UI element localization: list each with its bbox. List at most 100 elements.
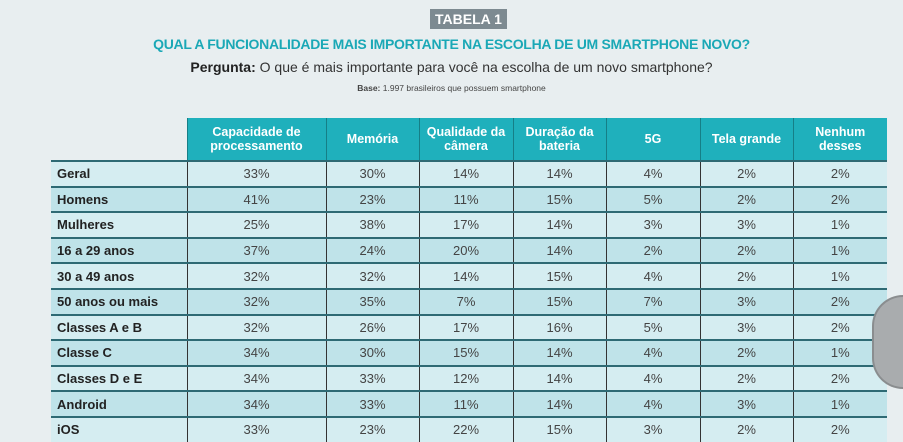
table-cell: 1%	[792, 390, 887, 417]
table-row: Classes A e B 32% 26% 17% 16% 5% 3% 2%	[51, 313, 887, 341]
table-cell: 3%	[699, 287, 793, 315]
table-cell: 2%	[699, 339, 793, 366]
table-cell: 2%	[792, 185, 887, 213]
table-cell: 24%	[325, 236, 419, 264]
table-cell: 14%	[512, 390, 606, 417]
table-cell: 14%	[512, 211, 606, 238]
question-label: Pergunta:	[190, 59, 256, 75]
table-cell: 15%	[512, 185, 606, 213]
base-note: Base: 1.997 brasileiros que possuem smar…	[0, 83, 903, 93]
table-cell: 2%	[792, 287, 887, 315]
row-label: 50 anos ou mais	[51, 287, 187, 315]
table-cell: 2%	[792, 415, 887, 442]
table-cell: 1%	[792, 262, 887, 289]
table-cell: 15%	[418, 339, 513, 366]
table-cell: 16%	[512, 313, 606, 341]
table-cell: 14%	[512, 339, 606, 366]
table-cell: 32%	[186, 313, 326, 341]
question: Pergunta: O que é mais importante para v…	[0, 59, 903, 75]
table-cell: 14%	[512, 236, 606, 264]
base-text: 1.997 brasileiros que possuem smartphone	[380, 83, 546, 93]
table-cell: 14%	[512, 160, 606, 187]
row-label: Classes A e B	[51, 313, 187, 341]
table-cell: 4%	[605, 262, 700, 289]
table-cell: 30%	[325, 339, 419, 366]
table-cell: 2%	[792, 364, 887, 392]
table-cell: 35%	[325, 287, 419, 315]
table-row: Classe C 34% 30% 15% 14% 4% 2% 1%	[51, 339, 887, 366]
table-cell: 30%	[325, 160, 419, 187]
table-cell: 15%	[512, 415, 606, 442]
table-cell: 23%	[325, 185, 419, 213]
row-label: Homens	[51, 185, 187, 213]
table-cell: 4%	[605, 390, 700, 417]
table-cell: 2%	[699, 364, 793, 392]
table-cell: 33%	[186, 160, 326, 187]
results-table: Capacidade de processamento Memória Qualid…	[51, 118, 887, 442]
row-label: iOS	[51, 415, 187, 442]
table-row: Homens 41% 23% 11% 15% 5% 2% 2%	[51, 185, 887, 213]
table-cell: 32%	[186, 287, 326, 315]
table-cell: 3%	[699, 390, 793, 417]
table-cell: 14%	[512, 364, 606, 392]
table-cell: 3%	[699, 313, 793, 341]
table-cell: 2%	[699, 236, 793, 264]
table-cell: 12%	[418, 364, 513, 392]
table-cell: 25%	[186, 211, 326, 238]
table-cell: 38%	[325, 211, 419, 238]
column-header: Tela grande	[699, 118, 793, 161]
table-cell: 17%	[418, 313, 513, 341]
table-row: Android 34% 33% 11% 14% 4% 3% 1%	[51, 390, 887, 417]
row-label: Android	[51, 390, 187, 417]
row-label: Mulheres	[51, 211, 187, 238]
table-cell: 26%	[325, 313, 419, 341]
header-blank	[51, 118, 187, 161]
column-header: Duração da bateria	[512, 118, 606, 161]
table-row: 16 a 29 anos 37% 24% 20% 14% 2% 2% 1%	[51, 236, 887, 264]
table-cell: 11%	[418, 390, 513, 417]
table-cell: 4%	[605, 339, 700, 366]
table-row: Geral 33% 30% 14% 14% 4% 2% 2%	[51, 160, 887, 187]
table-cell: 22%	[418, 415, 513, 442]
table-cell: 15%	[512, 287, 606, 315]
table-cell: 17%	[418, 211, 513, 238]
table-row: iOS 33% 23% 22% 15% 3% 2% 2%	[51, 415, 887, 442]
row-label: Classes D e E	[51, 364, 187, 392]
table-cell: 33%	[186, 415, 326, 442]
row-label: Geral	[51, 160, 187, 187]
table-row: Classes D e E 34% 33% 12% 14% 4% 2% 2%	[51, 364, 887, 392]
table-cell: 20%	[418, 236, 513, 264]
table-cell: 23%	[325, 415, 419, 442]
column-header: Qualidade da câmera	[418, 118, 513, 161]
table-cell: 15%	[512, 262, 606, 289]
table-cell: 32%	[325, 262, 419, 289]
table-cell: 34%	[186, 339, 326, 366]
table-row: Mulheres 25% 38% 17% 14% 3% 3% 1%	[51, 211, 887, 238]
table-cell: 2%	[699, 262, 793, 289]
table-cell: 3%	[699, 211, 793, 238]
column-header: Nenhum desses	[792, 118, 887, 161]
row-label: 16 a 29 anos	[51, 236, 187, 264]
table-cell: 11%	[418, 185, 513, 213]
column-header: Capacidade de processamento	[186, 118, 326, 161]
table-cell: 2%	[792, 160, 887, 187]
table-cell: 1%	[792, 211, 887, 238]
table-cell: 2%	[699, 160, 793, 187]
table-cell: 2%	[699, 185, 793, 213]
decorative-circle	[872, 295, 903, 389]
column-header: 5G	[605, 118, 700, 161]
table-cell: 33%	[325, 390, 419, 417]
row-label: Classe C	[51, 339, 187, 366]
table-cell: 3%	[605, 211, 700, 238]
table-tag: TABELA 1	[430, 9, 507, 29]
table-cell: 34%	[186, 390, 326, 417]
table-cell: 4%	[605, 364, 700, 392]
table-row: 50 anos ou mais 32% 35% 7% 15% 7% 3% 2%	[51, 287, 887, 315]
table-cell: 2%	[605, 236, 700, 264]
table-cell: 4%	[605, 160, 700, 187]
table-cell: 5%	[605, 313, 700, 341]
question-text: O que é mais importante para você na esc…	[255, 59, 713, 75]
table-cell: 7%	[605, 287, 700, 315]
table-cell: 37%	[186, 236, 326, 264]
row-label: 30 a 49 anos	[51, 262, 187, 289]
